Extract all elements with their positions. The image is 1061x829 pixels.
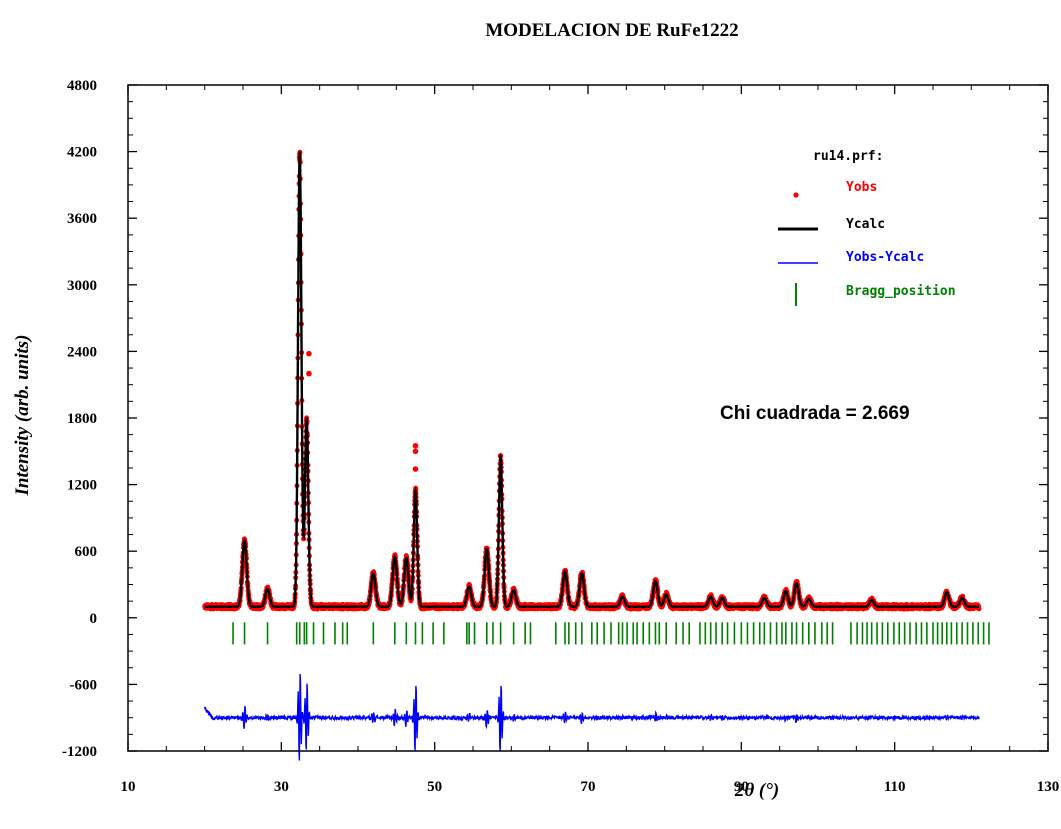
x-tick-label: 50 (427, 779, 442, 795)
x-tick-label: 130 (1037, 779, 1060, 795)
y-tick-labels: -1200 -600 0 600 1200 1800 2400 3000 3600 4200 480… (62, 78, 97, 760)
data-series (202, 149, 982, 761)
difference-series (204, 673, 980, 761)
x-tick-label: 70 (581, 779, 596, 795)
chi-square-annotation: Chi cuadrada = 2.669 (720, 403, 910, 424)
y-tick-label: 2400 (67, 344, 97, 360)
legend: ru14.prf: Yobs Ycalc Yobs-Ycalc Bragg_po… (778, 149, 956, 306)
y-tick-label: 4200 (67, 145, 97, 161)
legend-ycalc-label: Ycalc (846, 217, 885, 232)
y-tick-label: -600 (70, 677, 98, 693)
x-tick-label: 110 (884, 779, 906, 795)
y-tick-label: 3600 (67, 211, 97, 227)
yobs-point (412, 466, 419, 472)
legend-yobs-label: Yobs (846, 180, 877, 195)
y-tick-label: 4800 (67, 78, 97, 94)
ycalc-series (204, 151, 979, 608)
yobs-point (412, 442, 419, 449)
legend-diff-label: Yobs-Ycalc (846, 250, 924, 265)
yobs-point (306, 350, 312, 357)
legend-bragg-label: Bragg_position (846, 284, 956, 299)
legend-file-name: ru14.prf: (813, 149, 883, 164)
x-tick-labels: 10 30 50 70 90 110 130 (121, 779, 1060, 795)
x-axis-label: 2θ (°) (734, 780, 779, 801)
plot-area (202, 149, 990, 761)
y-tick-label: 600 (75, 544, 98, 560)
plot-frame (127, 84, 1049, 752)
x-tick-label: 90 (734, 779, 749, 795)
y-tick-label: 0 (90, 611, 98, 627)
y-tick-label: -1200 (62, 744, 97, 760)
bragg-markers (232, 622, 990, 645)
y-tick-label: 3000 (67, 278, 97, 294)
legend-yobs-marker (793, 192, 799, 198)
yobs-point (306, 370, 312, 377)
axis-ticks (127, 84, 1049, 752)
y-tick-label: 1200 (67, 478, 97, 494)
yobs-point (412, 448, 419, 455)
y-axis-label: Intensity (arb. units) (12, 334, 33, 496)
x-tick-label: 10 (121, 779, 136, 795)
y-tick-label: 1800 (67, 411, 97, 427)
x-tick-label: 30 (274, 779, 289, 795)
chart-title: MODELACION DE RuFe1222 (485, 20, 738, 41)
